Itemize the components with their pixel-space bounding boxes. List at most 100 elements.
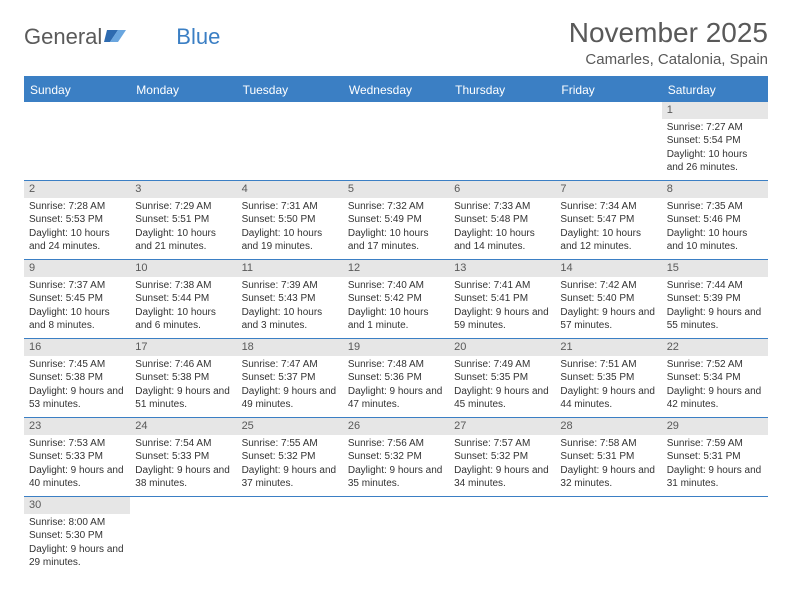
sunrise-text: Sunrise: 7:49 AM: [454, 358, 550, 372]
sunrise-text: Sunrise: 7:27 AM: [667, 121, 763, 135]
sunrise-text: Sunrise: 7:54 AM: [135, 437, 231, 451]
day-number: 1: [662, 102, 768, 119]
day-number: 10: [130, 260, 236, 277]
calendar-cell: [449, 102, 555, 181]
sunrise-text: Sunrise: 7:45 AM: [29, 358, 125, 372]
calendar-cell: 14Sunrise: 7:42 AMSunset: 5:40 PMDayligh…: [555, 259, 661, 338]
daylight-text: Daylight: 9 hours and 29 minutes.: [29, 543, 125, 570]
calendar-row: 23Sunrise: 7:53 AMSunset: 5:33 PMDayligh…: [24, 417, 768, 496]
calendar-cell: [555, 496, 661, 575]
sunset-text: Sunset: 5:37 PM: [242, 371, 338, 385]
sunset-text: Sunset: 5:38 PM: [135, 371, 231, 385]
day-content: Sunrise: 7:53 AMSunset: 5:33 PMDaylight:…: [24, 435, 130, 493]
calendar-cell: 22Sunrise: 7:52 AMSunset: 5:34 PMDayligh…: [662, 338, 768, 417]
calendar-cell: 2Sunrise: 7:28 AMSunset: 5:53 PMDaylight…: [24, 180, 130, 259]
daylight-text: Daylight: 9 hours and 49 minutes.: [242, 385, 338, 412]
day-content: Sunrise: 7:40 AMSunset: 5:42 PMDaylight:…: [343, 277, 449, 335]
day-number: 3: [130, 181, 236, 198]
sunset-text: Sunset: 5:31 PM: [667, 450, 763, 464]
day-number: 18: [237, 339, 343, 356]
calendar-cell: 12Sunrise: 7:40 AMSunset: 5:42 PMDayligh…: [343, 259, 449, 338]
day-content: Sunrise: 7:54 AMSunset: 5:33 PMDaylight:…: [130, 435, 236, 493]
day-content: Sunrise: 7:28 AMSunset: 5:53 PMDaylight:…: [24, 198, 130, 256]
weekday-header-row: Sunday Monday Tuesday Wednesday Thursday…: [24, 77, 768, 102]
day-content: Sunrise: 7:33 AMSunset: 5:48 PMDaylight:…: [449, 198, 555, 256]
sunrise-text: Sunrise: 7:33 AM: [454, 200, 550, 214]
day-number: 9: [24, 260, 130, 277]
header: GeneralBlue November 2025 Camarles, Cata…: [24, 18, 768, 68]
calendar-cell: 26Sunrise: 7:56 AMSunset: 5:32 PMDayligh…: [343, 417, 449, 496]
calendar-cell: 4Sunrise: 7:31 AMSunset: 5:50 PMDaylight…: [237, 180, 343, 259]
calendar-cell: 19Sunrise: 7:48 AMSunset: 5:36 PMDayligh…: [343, 338, 449, 417]
logo: GeneralBlue: [24, 18, 220, 50]
sunset-text: Sunset: 5:50 PM: [242, 213, 338, 227]
calendar-cell: 15Sunrise: 7:44 AMSunset: 5:39 PMDayligh…: [662, 259, 768, 338]
sunrise-text: Sunrise: 7:35 AM: [667, 200, 763, 214]
daylight-text: Daylight: 9 hours and 44 minutes.: [560, 385, 656, 412]
calendar-cell: 3Sunrise: 7:29 AMSunset: 5:51 PMDaylight…: [130, 180, 236, 259]
sunrise-text: Sunrise: 7:55 AM: [242, 437, 338, 451]
day-number: 27: [449, 418, 555, 435]
day-number: 19: [343, 339, 449, 356]
daylight-text: Daylight: 10 hours and 1 minute.: [348, 306, 444, 333]
calendar-row: 2Sunrise: 7:28 AMSunset: 5:53 PMDaylight…: [24, 180, 768, 259]
sunrise-text: Sunrise: 7:58 AM: [560, 437, 656, 451]
weekday-header: Monday: [130, 77, 236, 102]
day-content: Sunrise: 7:34 AMSunset: 5:47 PMDaylight:…: [555, 198, 661, 256]
calendar-table: Sunday Monday Tuesday Wednesday Thursday…: [24, 76, 768, 575]
sunset-text: Sunset: 5:42 PM: [348, 292, 444, 306]
sunrise-text: Sunrise: 7:38 AM: [135, 279, 231, 293]
calendar-cell: 23Sunrise: 7:53 AMSunset: 5:33 PMDayligh…: [24, 417, 130, 496]
sunset-text: Sunset: 5:33 PM: [135, 450, 231, 464]
daylight-text: Daylight: 9 hours and 53 minutes.: [29, 385, 125, 412]
day-content: Sunrise: 7:29 AMSunset: 5:51 PMDaylight:…: [130, 198, 236, 256]
day-content: Sunrise: 7:41 AMSunset: 5:41 PMDaylight:…: [449, 277, 555, 335]
sunrise-text: Sunrise: 7:32 AM: [348, 200, 444, 214]
daylight-text: Daylight: 9 hours and 31 minutes.: [667, 464, 763, 491]
calendar-cell: [237, 102, 343, 181]
day-number: 4: [237, 181, 343, 198]
daylight-text: Daylight: 10 hours and 10 minutes.: [667, 227, 763, 254]
sunset-text: Sunset: 5:31 PM: [560, 450, 656, 464]
sunrise-text: Sunrise: 7:51 AM: [560, 358, 656, 372]
day-content: Sunrise: 8:00 AMSunset: 5:30 PMDaylight:…: [24, 514, 130, 572]
day-number: 12: [343, 260, 449, 277]
daylight-text: Daylight: 9 hours and 37 minutes.: [242, 464, 338, 491]
calendar-row: 30Sunrise: 8:00 AMSunset: 5:30 PMDayligh…: [24, 496, 768, 575]
daylight-text: Daylight: 9 hours and 59 minutes.: [454, 306, 550, 333]
daylight-text: Daylight: 9 hours and 34 minutes.: [454, 464, 550, 491]
daylight-text: Daylight: 9 hours and 38 minutes.: [135, 464, 231, 491]
calendar-cell: 11Sunrise: 7:39 AMSunset: 5:43 PMDayligh…: [237, 259, 343, 338]
sunset-text: Sunset: 5:38 PM: [29, 371, 125, 385]
day-content: Sunrise: 7:44 AMSunset: 5:39 PMDaylight:…: [662, 277, 768, 335]
day-content: Sunrise: 7:59 AMSunset: 5:31 PMDaylight:…: [662, 435, 768, 493]
calendar-cell: [343, 102, 449, 181]
day-content: Sunrise: 7:42 AMSunset: 5:40 PMDaylight:…: [555, 277, 661, 335]
calendar-cell: [130, 102, 236, 181]
daylight-text: Daylight: 10 hours and 21 minutes.: [135, 227, 231, 254]
sunrise-text: Sunrise: 7:39 AM: [242, 279, 338, 293]
calendar-cell: 24Sunrise: 7:54 AMSunset: 5:33 PMDayligh…: [130, 417, 236, 496]
day-number: 5: [343, 181, 449, 198]
weekday-header: Friday: [555, 77, 661, 102]
day-content: Sunrise: 7:55 AMSunset: 5:32 PMDaylight:…: [237, 435, 343, 493]
day-number: 8: [662, 181, 768, 198]
daylight-text: Daylight: 10 hours and 26 minutes.: [667, 148, 763, 175]
sunrise-text: Sunrise: 7:46 AM: [135, 358, 231, 372]
sunset-text: Sunset: 5:32 PM: [454, 450, 550, 464]
day-number: 6: [449, 181, 555, 198]
sunset-text: Sunset: 5:35 PM: [560, 371, 656, 385]
sunrise-text: Sunrise: 7:53 AM: [29, 437, 125, 451]
weekday-header: Tuesday: [237, 77, 343, 102]
day-content: Sunrise: 7:35 AMSunset: 5:46 PMDaylight:…: [662, 198, 768, 256]
calendar-cell: 10Sunrise: 7:38 AMSunset: 5:44 PMDayligh…: [130, 259, 236, 338]
day-content: Sunrise: 7:31 AMSunset: 5:50 PMDaylight:…: [237, 198, 343, 256]
day-content: Sunrise: 7:52 AMSunset: 5:34 PMDaylight:…: [662, 356, 768, 414]
day-content: Sunrise: 7:58 AMSunset: 5:31 PMDaylight:…: [555, 435, 661, 493]
calendar-cell: [24, 102, 130, 181]
sunrise-text: Sunrise: 7:57 AM: [454, 437, 550, 451]
sunset-text: Sunset: 5:32 PM: [348, 450, 444, 464]
sunset-text: Sunset: 5:48 PM: [454, 213, 550, 227]
day-content: Sunrise: 7:48 AMSunset: 5:36 PMDaylight:…: [343, 356, 449, 414]
daylight-text: Daylight: 9 hours and 45 minutes.: [454, 385, 550, 412]
